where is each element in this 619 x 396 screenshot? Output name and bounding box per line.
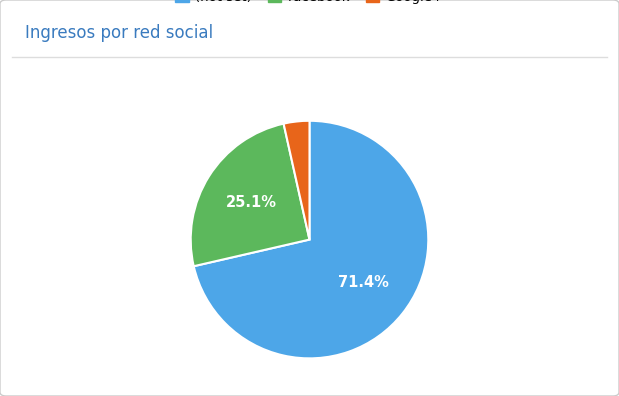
Wedge shape bbox=[191, 124, 310, 266]
Legend: (not set), Facebook, Google+: (not set), Facebook, Google+ bbox=[170, 0, 449, 9]
Wedge shape bbox=[284, 121, 310, 240]
Wedge shape bbox=[194, 121, 428, 358]
Text: 71.4%: 71.4% bbox=[338, 275, 389, 290]
Text: 25.1%: 25.1% bbox=[226, 195, 277, 210]
Text: Ingresos por red social: Ingresos por red social bbox=[25, 24, 213, 42]
